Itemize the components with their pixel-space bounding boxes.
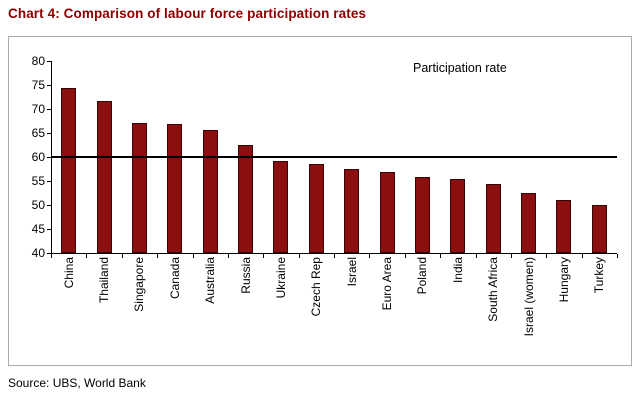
x-axis-category-label-text: South Africa <box>486 257 501 322</box>
bar <box>591 205 607 253</box>
y-axis-tick-label: 60 <box>31 150 45 164</box>
bar <box>131 123 147 253</box>
y-axis-tick-label: 50 <box>31 198 45 212</box>
x-axis-tick-mark <box>440 254 442 258</box>
chart-frame: Participation rate 80 75 70 65 60 55 50 45 40 Chi… <box>8 36 632 366</box>
x-axis-category-label-text: Israel (women) <box>521 257 536 337</box>
bar <box>96 100 112 253</box>
x-axis-category-label-text: China <box>61 257 76 289</box>
x-axis-category-label: Poland <box>405 257 440 359</box>
x-axis-category-label-text: Hungary <box>556 257 571 303</box>
x-axis-tick-mark <box>227 254 229 258</box>
bar <box>61 88 77 253</box>
y-axis-tick-label: 80 <box>31 54 45 68</box>
bar <box>202 130 218 253</box>
y-axis-tick-mark <box>47 229 51 230</box>
x-axis-category-label: Turkey <box>582 257 617 359</box>
x-axis-category-label-text: Thailand <box>97 257 112 304</box>
x-axis-tick-mark <box>121 254 123 258</box>
x-axis-tick-mark <box>263 254 265 258</box>
x-axis-tick-mark <box>475 254 477 258</box>
y-axis-tick-label: 40 <box>31 246 45 260</box>
x-axis-tick-mark <box>369 254 371 258</box>
x-axis-category-label: China <box>51 257 86 359</box>
bar <box>238 144 254 253</box>
bar <box>521 192 537 253</box>
y-axis-tick-mark <box>47 109 51 110</box>
x-axis-tick-mark <box>157 254 159 258</box>
x-axis-category-label-text: Israel <box>344 257 359 287</box>
y-axis-tick-mark <box>47 133 51 134</box>
x-axis-category-label-text: Australia <box>203 257 218 304</box>
y-axis-tick-mark <box>47 85 51 86</box>
x-axis-tick-mark <box>404 254 406 258</box>
bar <box>556 200 572 253</box>
x-axis-tick-mark <box>298 254 300 258</box>
x-axis-category-label-text: Singapore <box>132 257 147 312</box>
x-axis-tick-mark <box>581 254 583 258</box>
x-axis-category-label-text: Ukraine <box>273 257 288 299</box>
x-axis-category-label-text: India <box>450 257 465 284</box>
x-axis-category-label: India <box>440 257 475 359</box>
bar <box>485 183 501 253</box>
participation-rate-annotation: Participation rate <box>413 61 507 75</box>
y-axis-tick-mark <box>47 205 51 206</box>
chart-title: Chart 4: Comparison of labour force part… <box>8 6 367 21</box>
x-axis-category-label: Singapore <box>122 257 157 359</box>
x-axis-tick-mark <box>546 254 548 258</box>
bar <box>308 163 324 253</box>
bar <box>450 178 466 253</box>
y-axis-tick-mark <box>47 61 51 62</box>
y-axis-tick-label: 65 <box>31 126 45 140</box>
x-axis-category-label-text: Turkey <box>592 257 607 294</box>
x-axis-category-label: Czech Rep <box>299 257 334 359</box>
y-axis-tick-label: 45 <box>31 222 45 236</box>
x-axis-category-label: Hungary <box>546 257 581 359</box>
source-text: Source: UBS, World Bank <box>8 376 146 390</box>
x-axis-category-label: Russia <box>228 257 263 359</box>
x-axis-category-label-text: Czech Rep <box>309 257 324 317</box>
y-axis-tick-label: 70 <box>31 102 45 116</box>
bar <box>414 176 430 253</box>
y-axis-tick-label: 75 <box>31 78 45 92</box>
x-axis-category-label: Canada <box>157 257 192 359</box>
x-axis-category-label: South Africa <box>476 257 511 359</box>
bar <box>379 171 395 253</box>
x-axis-category-label: Israel <box>334 257 369 359</box>
x-axis-tick-mark <box>617 254 618 258</box>
x-axis-category-label-text: Poland <box>415 257 430 295</box>
x-axis-category-label: Australia <box>193 257 228 359</box>
reference-line-60 <box>51 156 617 158</box>
x-axis-tick-mark <box>510 254 512 258</box>
x-axis-tick-mark <box>334 254 335 258</box>
y-axis-tick-label: 55 <box>31 174 45 188</box>
y-axis-tick-mark <box>47 157 51 158</box>
x-axis-line <box>51 253 617 254</box>
x-axis-tick-mark <box>192 254 194 258</box>
x-axis-category-label: Israel (women) <box>511 257 546 359</box>
x-axis-tick-mark <box>51 254 52 258</box>
x-axis-category-label: Euro Area <box>369 257 404 359</box>
y-axis-tick-mark <box>47 253 51 254</box>
x-axis-tick-mark <box>86 254 88 258</box>
x-axis-category-label-text: Canada <box>167 257 182 300</box>
bar <box>273 160 289 253</box>
x-axis-category-label-text: Euro Area <box>380 257 395 311</box>
bar <box>167 124 183 253</box>
x-axis-category-label: Ukraine <box>263 257 298 359</box>
y-axis-tick-mark <box>47 181 51 182</box>
bar <box>344 169 360 253</box>
x-axis-category-label-text: Russia <box>238 257 253 294</box>
x-axis-category-label: Thailand <box>86 257 121 359</box>
